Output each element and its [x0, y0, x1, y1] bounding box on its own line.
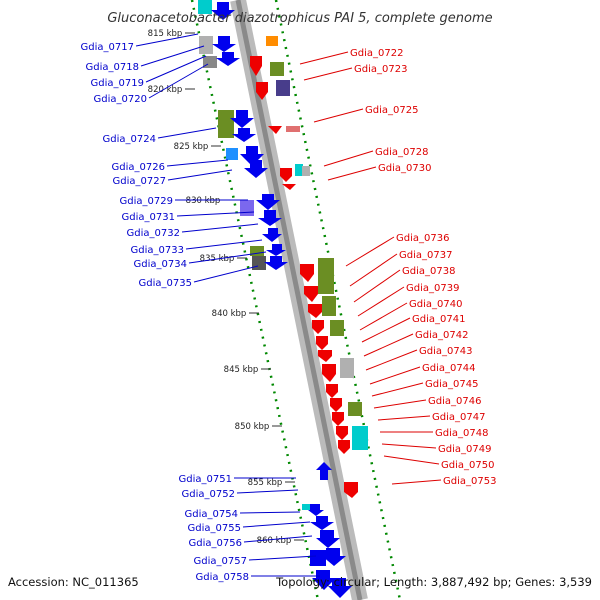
scale-tick-label: 840 kbp [212, 309, 247, 319]
scale-tick-label: 850 kbp [235, 422, 270, 432]
reverse-gene-leader [373, 399, 427, 409]
forward-gene-label[interactable]: Gdia_0734 [134, 259, 187, 270]
forward-gene-leader [181, 223, 259, 233]
reverse-gene-leader [369, 366, 421, 385]
forward-gene-label[interactable]: Gdia_0726 [112, 162, 165, 173]
forward-gene-label[interactable]: Gdia_0733 [131, 245, 184, 256]
forward-gene-leader [243, 535, 313, 543]
reverse-gene-leader [353, 269, 401, 303]
forward-gene-label[interactable]: Gdia_0757 [194, 556, 247, 567]
forward-gene-label[interactable]: Gdia_0729 [120, 196, 173, 207]
reverse-gene-label[interactable]: Gdia_0730 [378, 163, 431, 174]
forward-gene-arrows [211, 2, 352, 598]
reverse-gene-label[interactable]: Gdia_0744 [422, 363, 475, 374]
forward-gene-label[interactable]: Gdia_0718 [86, 62, 139, 73]
reverse-gene-leader [383, 455, 440, 465]
forward-gene-leader [140, 45, 205, 67]
forward-gene-leader [166, 159, 229, 167]
reverse-gene-leader [323, 150, 374, 167]
scale-tick-label: 855 kbp [248, 478, 283, 488]
scale-tick-label: 820 kbp [148, 85, 183, 95]
scale-tick-label: 845 kbp [224, 365, 259, 375]
reverse-gene-leader [365, 349, 418, 371]
forward-gene-label[interactable]: Gdia_0732 [127, 228, 180, 239]
forward-gene-leader [148, 63, 209, 99]
forward-gene-leader [135, 33, 199, 47]
forward-gene-label[interactable]: Gdia_0724 [103, 134, 156, 145]
reverse-gene-label[interactable]: Gdia_0745 [425, 379, 478, 390]
forward-gene-label[interactable]: Gdia_0720 [94, 94, 147, 105]
reverse-gene-leader [303, 67, 353, 81]
genome-backbone-center [235, 0, 363, 600]
reverse-gene-label[interactable]: Gdia_0743 [419, 346, 472, 357]
forward-gene-label[interactable]: Gdia_0727 [113, 176, 166, 187]
reverse-gene-leader [381, 443, 437, 449]
reverse-gene-label[interactable]: Gdia_0747 [432, 412, 485, 423]
map-title: Gluconacetobacter diazotrophicus PAI 5, … [107, 11, 492, 26]
forward-gene-leader [176, 211, 255, 217]
forward-gene-label[interactable]: Gdia_0751 [179, 474, 232, 485]
reverse-gene-label[interactable]: Gdia_0749 [438, 444, 491, 455]
forward-gene-label[interactable]: Gdia_0719 [91, 78, 144, 89]
reverse-gene-arrows [250, 56, 358, 498]
reverse-gene-leader [313, 108, 364, 123]
forward-gene-leader [188, 251, 267, 264]
reverse-gene-labels: Gdia_0722 Gdia_0723 Gdia_0725 Gdia_0728 Gdia… [299, 48, 496, 487]
reverse-gene-leader [363, 333, 414, 357]
scale-tick-label: 825 kbp [174, 142, 209, 152]
forward-gene-labels: Gdia_0717 Gdia_0718 Gdia_0719 Gdia_0720 Gdia… [81, 33, 320, 583]
accession-text: Accession: NC_011365 [8, 575, 139, 589]
forward-gene-leader [239, 511, 301, 514]
reverse-gene-label[interactable]: Gdia_0723 [354, 64, 407, 75]
forward-gene-label[interactable]: Gdia_0717 [81, 42, 134, 53]
reverse-feature-blocks [266, 36, 368, 450]
reverse-gene-label[interactable]: Gdia_0738 [402, 266, 455, 277]
reverse-gene-leader [361, 317, 411, 343]
forward-gene-leader [167, 169, 233, 181]
reverse-gene-label[interactable]: Gdia_0736 [396, 233, 449, 244]
reverse-gene-leader [327, 166, 377, 181]
reverse-gene-leader [391, 479, 442, 485]
reverse-gene-leader [357, 286, 405, 317]
reverse-gene-label[interactable]: Gdia_0737 [399, 250, 452, 261]
reverse-gene-label[interactable]: Gdia_0725 [365, 105, 418, 116]
reverse-gene-leader [299, 51, 349, 65]
forward-gene-leader [185, 239, 263, 250]
reverse-gene-label[interactable]: Gdia_0753 [443, 476, 496, 487]
forward-gene-leader [193, 265, 259, 283]
forward-gene-leader [145, 55, 207, 83]
reverse-gene-label[interactable]: Gdia_0740 [409, 299, 462, 310]
forward-gene-leader [242, 521, 311, 528]
forward-gene-leader [248, 555, 317, 561]
forward-gene-label[interactable]: Gdia_0758 [196, 572, 249, 583]
reverse-gene-leader [371, 382, 424, 397]
reverse-gene-leader [345, 236, 395, 267]
reverse-gene-leader [349, 253, 398, 287]
reverse-gene-label[interactable]: Gdia_0748 [435, 428, 488, 439]
genome-info-text: Topology: circular; Length: 3,887,492 bp… [275, 575, 592, 589]
reverse-gene-label[interactable]: Gdia_0746 [428, 396, 481, 407]
reverse-gene-label[interactable]: Gdia_0750 [441, 460, 494, 471]
reverse-gene-leader [359, 302, 408, 331]
scale-tick-label: 815 kbp [148, 29, 183, 39]
forward-gene-leader [157, 127, 217, 139]
reverse-gene-label[interactable]: Gdia_0739 [406, 283, 459, 294]
forward-gene-label[interactable]: Gdia_0754 [185, 509, 238, 520]
reverse-gene-label[interactable]: Gdia_0742 [415, 330, 468, 341]
forward-gene-label[interactable]: Gdia_0735 [139, 278, 192, 289]
forward-gene-leader [236, 489, 299, 494]
reverse-gene-label[interactable]: Gdia_0741 [412, 314, 465, 325]
forward-gene-label[interactable]: Gdia_0731 [122, 212, 175, 223]
forward-gene-label[interactable]: Gdia_0752 [182, 489, 235, 500]
forward-gene-label[interactable]: Gdia_0755 [188, 523, 241, 534]
scale-tick-label: 830 kbp [186, 196, 221, 206]
reverse-gene-label[interactable]: Gdia_0722 [350, 48, 403, 59]
scale-tick-label: 860 kbp [257, 536, 292, 546]
forward-gene-label[interactable]: Gdia_0756 [189, 538, 242, 549]
reverse-gene-leader [377, 415, 431, 421]
reverse-gene-label[interactable]: Gdia_0728 [375, 147, 428, 158]
